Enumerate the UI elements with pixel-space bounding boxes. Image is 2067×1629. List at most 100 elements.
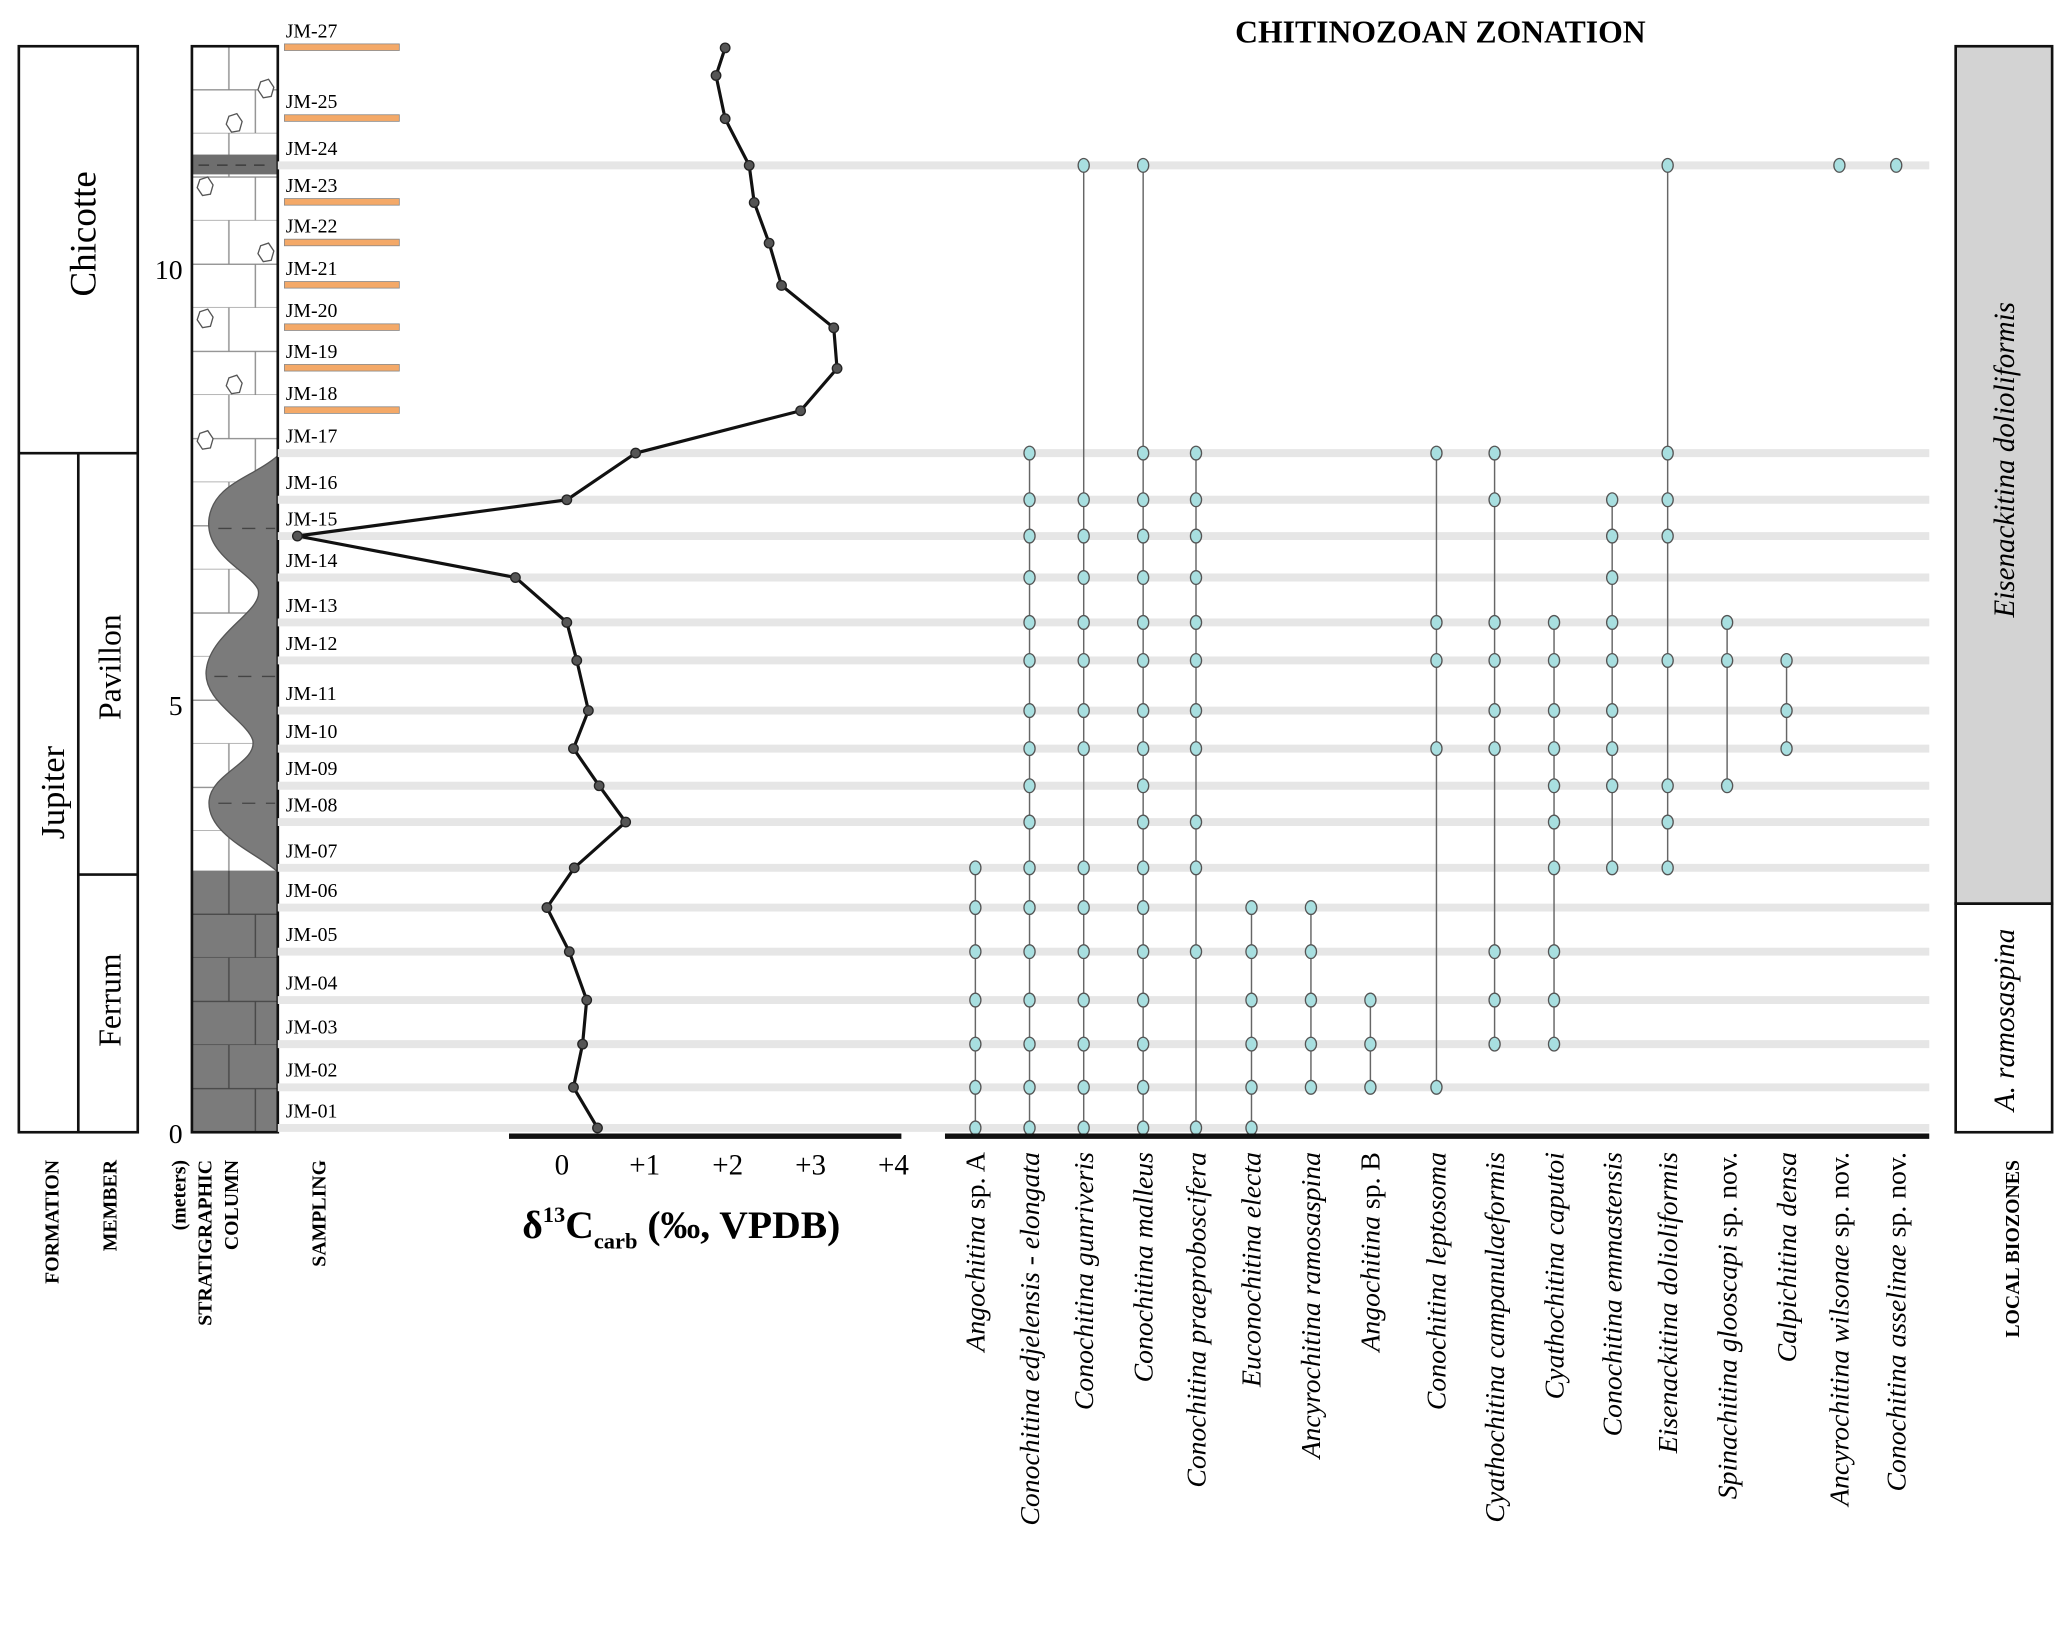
d13c-point xyxy=(620,816,632,828)
occurrence-dot xyxy=(1077,703,1090,719)
biozone-column xyxy=(1954,44,2054,1134)
occurrence-dot xyxy=(1661,528,1674,544)
d13c-point xyxy=(831,363,843,374)
species-label: Conochitina emmastensis xyxy=(1597,1152,1628,1436)
sample-bar xyxy=(284,323,400,331)
species-name: Ancyrochitina ramosaspina xyxy=(1296,1152,1327,1460)
d13c-point xyxy=(291,530,303,542)
sample-label: JM-12 xyxy=(286,633,338,655)
occurrence-dot xyxy=(1661,814,1674,830)
occurrence-dot xyxy=(1077,492,1090,508)
occurrence-dot xyxy=(1304,992,1318,1008)
occurrence-dot xyxy=(1430,1079,1443,1095)
occurrence-dot xyxy=(1780,741,1793,757)
species-qualifier: sp. nov. xyxy=(1881,1152,1912,1244)
d13c-point xyxy=(561,617,573,628)
species-name: Cyathochitina caputoi xyxy=(1539,1152,1570,1399)
sample-label: JM-15 xyxy=(286,508,338,530)
occurrence-dot xyxy=(1077,992,1090,1008)
occurrence-dot xyxy=(1189,703,1203,719)
sample-label: JM-05 xyxy=(286,924,338,946)
species-label: Eisenackitina dolioliformis xyxy=(1653,1152,1684,1454)
occurrence-dot xyxy=(1605,860,1619,876)
occurrence-dot xyxy=(1245,1079,1258,1095)
occurrence-dot xyxy=(1023,900,1036,916)
occurrence-dot xyxy=(1547,814,1561,830)
member-pavillon: Pavillon xyxy=(93,614,128,720)
occurrence-dot xyxy=(1189,652,1203,669)
occurrence-dot xyxy=(1023,445,1036,461)
occurrence-dot xyxy=(1245,900,1258,916)
occurrence-dot xyxy=(1023,569,1036,586)
sample-label: JM-23 xyxy=(286,175,338,197)
occurrence-dot xyxy=(1605,492,1619,508)
occurrence-dot xyxy=(969,992,982,1008)
header-member: MEMBER xyxy=(100,1159,122,1251)
occurrence-dot xyxy=(1547,652,1561,669)
d13c-ticks: 0 +1 +2 +3 +4 xyxy=(555,1150,910,1182)
species-name: Conochitina malleus xyxy=(1128,1152,1159,1382)
species-label: Spinachitina glooscapi sp. nov. xyxy=(1712,1152,1743,1499)
occurrence-dot xyxy=(1136,778,1150,794)
occurrence-dot xyxy=(1245,1120,1258,1136)
sample-label: JM-21 xyxy=(286,258,338,280)
occurrence-dot xyxy=(1547,614,1561,630)
occurrence-dot xyxy=(1430,445,1443,461)
occurrence-dot xyxy=(1189,492,1203,508)
occurrence-dot xyxy=(1189,814,1203,830)
d13c-point xyxy=(630,447,642,459)
occurrence-dot xyxy=(1077,741,1090,757)
occurrence-dot xyxy=(1488,944,1501,960)
d13c-tick-label: +2 xyxy=(712,1150,743,1182)
header-meters: (meters) xyxy=(168,1160,190,1230)
species-label: Conochitina leptosoma xyxy=(1422,1152,1453,1410)
d13c-line xyxy=(297,47,839,1129)
occurrence-dot xyxy=(1023,703,1036,719)
occurrence-dot xyxy=(1136,1079,1150,1095)
species-qualifier: sp. nov. xyxy=(1712,1152,1743,1244)
occurrence-dot xyxy=(1661,445,1674,461)
occurrence-dot xyxy=(1364,992,1377,1008)
d13c-point xyxy=(592,1122,603,1134)
occurrence-dot xyxy=(1245,944,1258,960)
d13c-point xyxy=(828,322,840,334)
occurrence-dot xyxy=(1547,992,1561,1008)
occurrence-dot xyxy=(1136,569,1150,586)
occurrence-dot xyxy=(1605,569,1619,586)
occurrence-dot xyxy=(1189,944,1203,960)
occurrence-dot xyxy=(1136,445,1150,461)
species-label: Conochitina gunriveris xyxy=(1069,1152,1100,1410)
occurrence-dot xyxy=(1661,492,1674,508)
occurrence-dot xyxy=(1077,1120,1090,1136)
d13c-point xyxy=(776,280,787,291)
sample-label: JM-03 xyxy=(286,1017,338,1039)
occurrence-dot xyxy=(1023,652,1036,669)
d13c-point xyxy=(593,780,605,792)
occurrence-dot xyxy=(1661,860,1674,876)
header-formation: FORMATION xyxy=(41,1159,63,1284)
occurrence-dot xyxy=(1245,1036,1258,1052)
occurrence-dot xyxy=(1304,900,1318,916)
species-qualifier: sp. A xyxy=(961,1152,992,1216)
occurrence-dot xyxy=(969,944,982,960)
sample-label: JM-09 xyxy=(286,758,338,780)
header-biozones: LOCAL BIOZONES xyxy=(2002,1160,2024,1338)
occurrence-dot xyxy=(1023,741,1036,757)
occurrence-dot xyxy=(1077,944,1090,960)
formation-chicotte: Chicotte xyxy=(63,171,104,296)
sample-bar xyxy=(284,198,400,206)
species-label: Cyathochitina caputoi xyxy=(1539,1152,1570,1399)
species-label: Conochitina malleus xyxy=(1128,1152,1159,1382)
sample-label: JM-02 xyxy=(286,1060,338,1082)
occurrence-dot xyxy=(1189,569,1203,586)
occurrence-dot xyxy=(1189,614,1203,630)
label-delta: δ xyxy=(522,1203,543,1247)
sample-label: JM-01 xyxy=(286,1100,338,1122)
occurrence-dot xyxy=(1547,860,1561,876)
occurrence-dot xyxy=(1605,741,1619,757)
occurrence-dot xyxy=(1077,157,1090,173)
species-label: Conochitina edjelensis - elongata xyxy=(1015,1152,1046,1526)
occurrence-dot xyxy=(1661,652,1674,669)
occurrence-dot xyxy=(1304,1079,1318,1095)
sample-label: JM-24 xyxy=(286,138,338,160)
